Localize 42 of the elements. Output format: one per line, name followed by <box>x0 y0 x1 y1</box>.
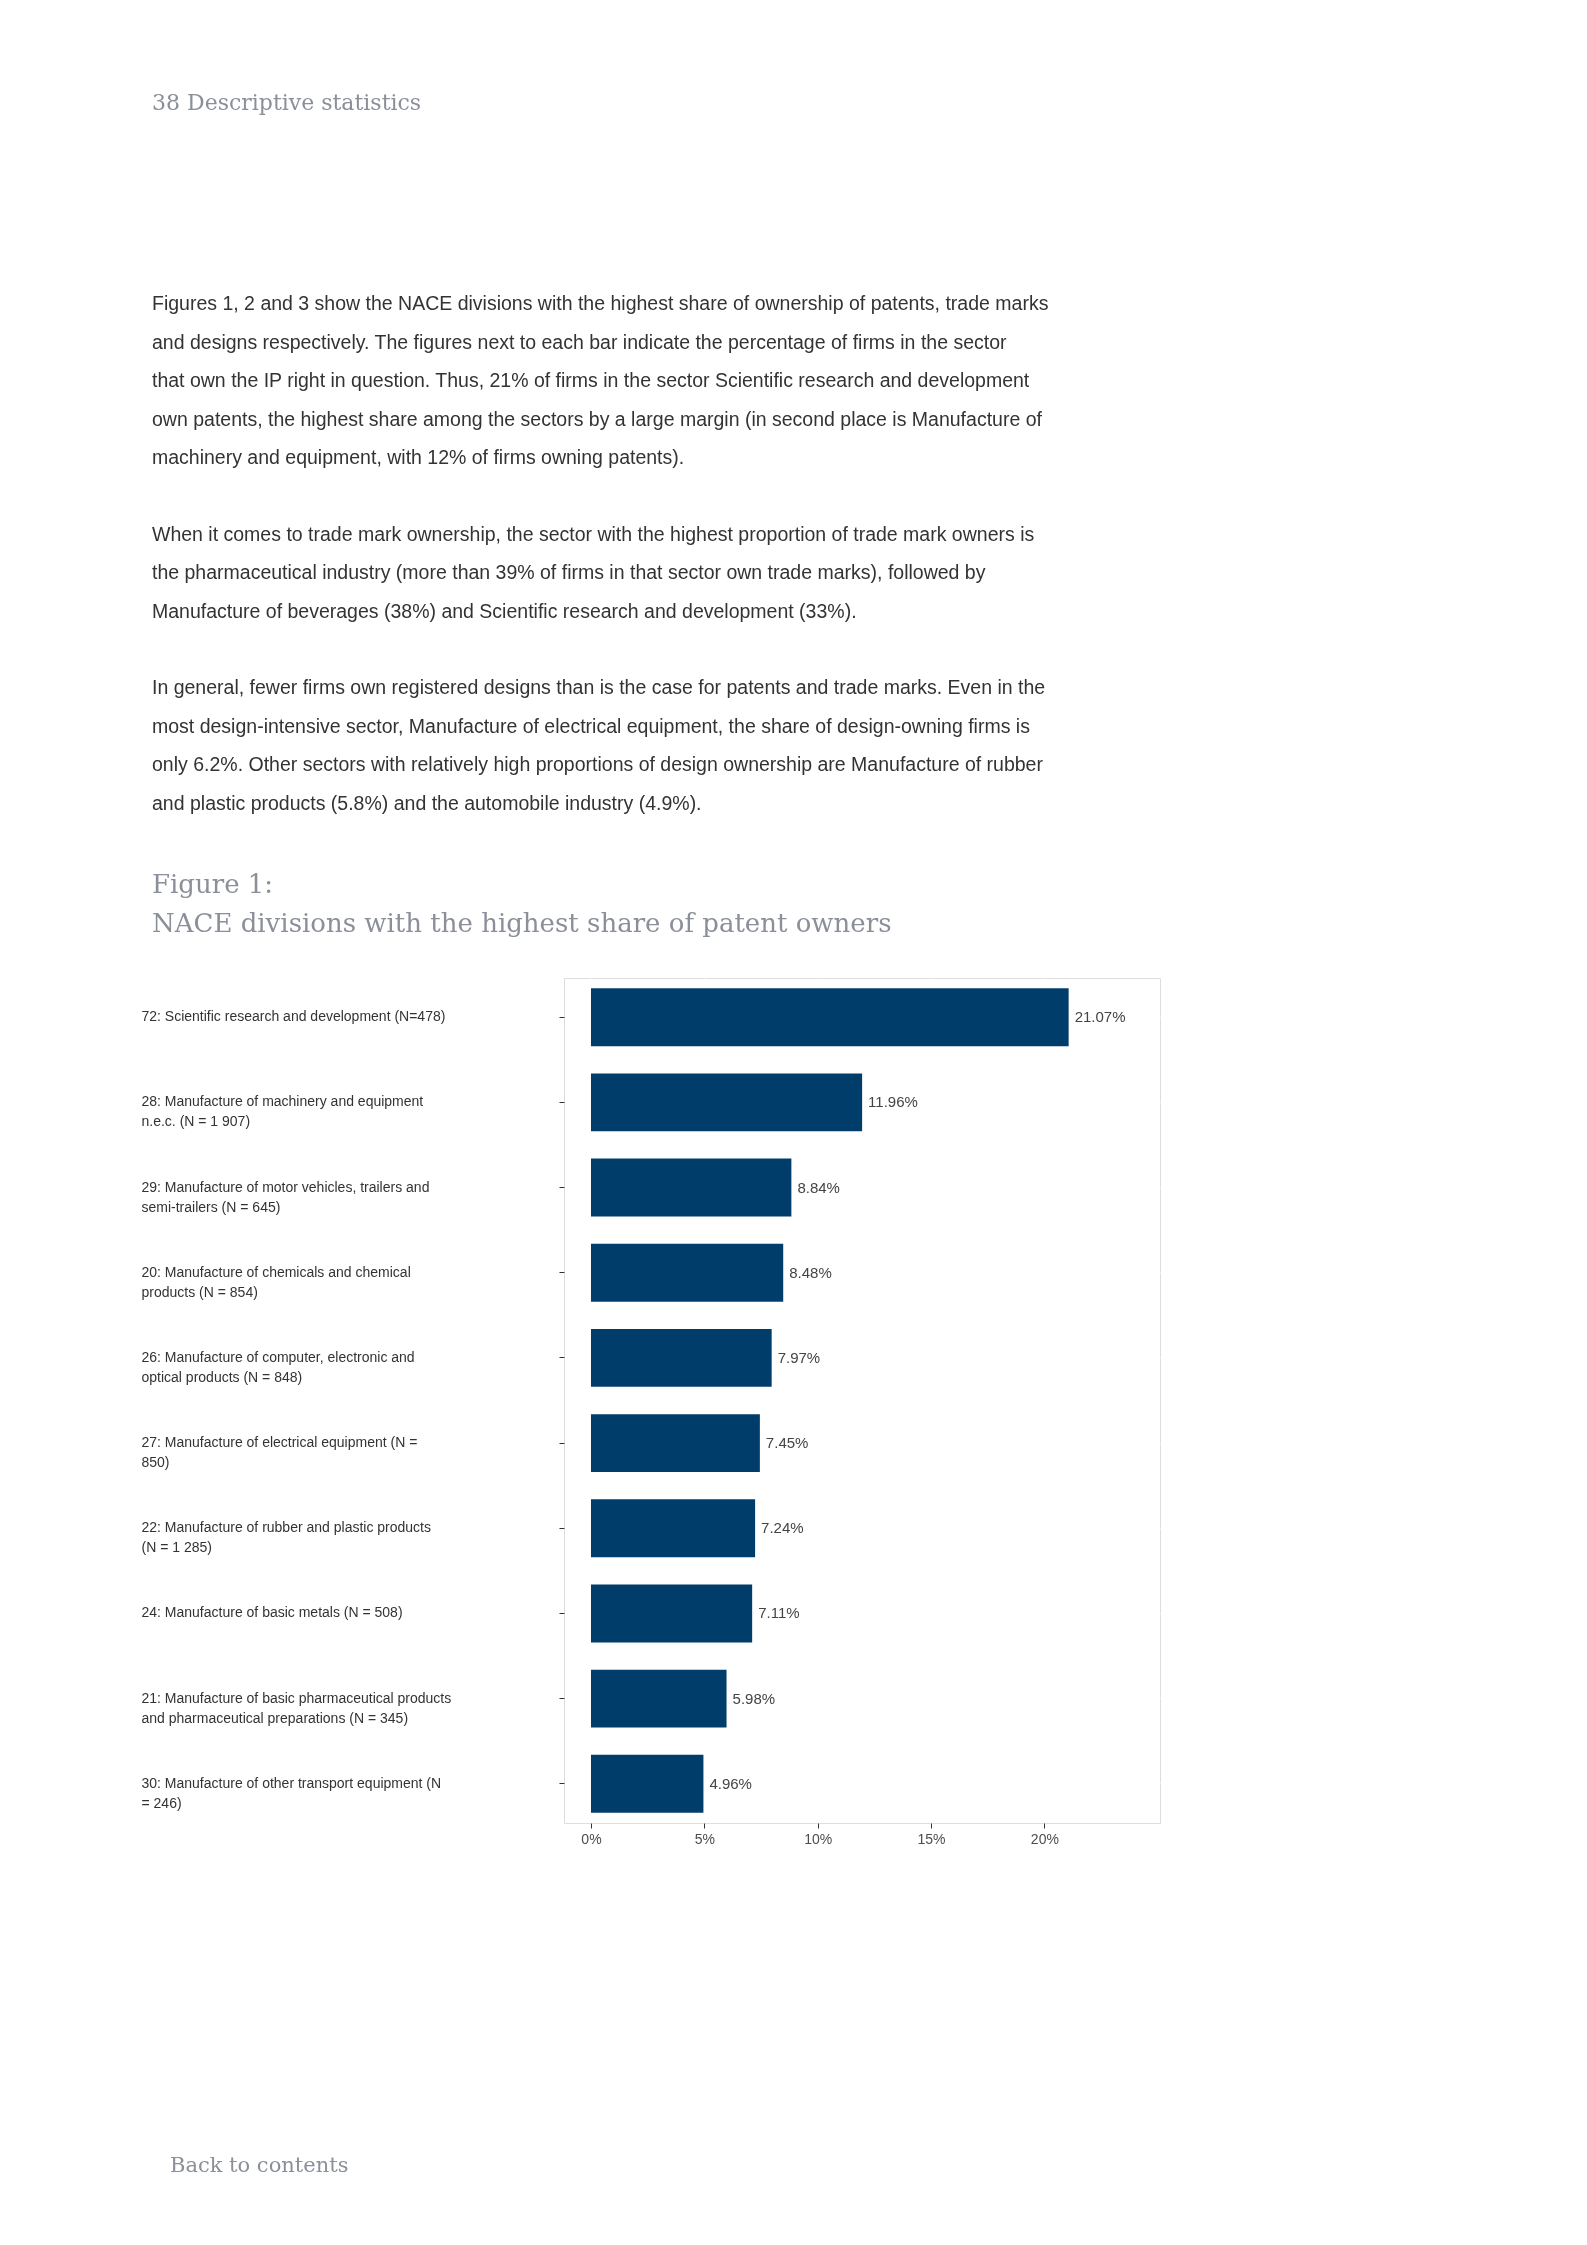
data-label: 7.97% <box>777 1348 821 1366</box>
text: Figure 1: <box>152 869 274 899</box>
bar <box>590 1243 784 1302</box>
x-tick-label: 10% <box>804 1830 833 1847</box>
bar <box>590 1499 756 1558</box>
y-tick-label: 26: Manufacture of computer, electronic and optical products (N = 848) <box>141 1348 415 1385</box>
data-label: 8.84% <box>797 1178 840 1196</box>
y-tick-label: 28: Manufacture of machinery and equipment n.e.c. (N = 1 907) <box>141 1093 424 1130</box>
x-tick-label: 15% <box>917 1830 946 1847</box>
text: In general, fewer firms own registered designs than is the case for patents and trade marks. Even in the most design-intensive sector, Manufacture of electrical equipment, the share of design-owning firms is only 6.2%. Other sectors with relatively high proportions of design ownership are Manufacture of rubber and plastic products (5.8%) and the automobile industry (4.9%). <box>152 676 1046 814</box>
y-tick-label: 27: Manufacture of electrical equipment (N = 850) <box>141 1434 418 1471</box>
y-tick-label: 30: Manufacture of other transport equipment (N = 246) <box>141 1774 442 1811</box>
bar <box>590 1754 704 1813</box>
y-tick-label: 22: Manufacture of rubber and plastic products (N = 1 285) <box>141 1519 432 1556</box>
bar <box>590 1158 792 1217</box>
bar <box>590 1073 863 1132</box>
chart-subtitle: NACE divisions with the highest share of patent owners <box>152 908 892 938</box>
text: 38 Descriptive statistics <box>152 90 422 115</box>
data-label: 21.07% <box>1074 1008 1126 1026</box>
data-label: 11.96% <box>868 1093 918 1111</box>
y-tick-label: 29: Manufacture of motor vehicles, trailers and semi-trailers (N = 645) <box>141 1178 430 1215</box>
bar <box>590 1584 753 1643</box>
y-tick-label: 21: Manufacture of basic pharmaceutical products and pharmaceutical preparations (N = 345) <box>141 1689 452 1726</box>
data-label: 7.11% <box>758 1604 800 1622</box>
y-tick-label: 72: Scientific research and development (N=478) <box>141 1008 446 1025</box>
data-label: 8.48% <box>789 1263 832 1281</box>
x-tick-label: 0% <box>581 1830 602 1847</box>
y-tick-label: 24: Manufacture of basic metals (N = 508) <box>141 1604 403 1621</box>
text: Figures 1, 2 and 3 show the NACE divisions with the highest share of ownership of patents, trade marks and designs respectively. The figures next to each bar indicate the percentage of firms in the sector that own the IP right in question. Thus, 21% of firms in the sector Scientific research and development own patents, the highest share among the sectors by a large margin (in second place is Manufacture of machinery and equipment, with 12% of firms owning patents). <box>152 292 1049 468</box>
x-tick-label: 5% <box>694 1830 715 1847</box>
data-label: 4.96% <box>709 1774 752 1792</box>
data-label: 5.98% <box>732 1689 776 1707</box>
text: Back to contents <box>170 2153 349 2177</box>
bar <box>590 1669 727 1728</box>
data-label: 7.45% <box>765 1434 809 1452</box>
bar <box>590 1414 760 1473</box>
x-tick-label: 20% <box>1030 1830 1059 1847</box>
y-tick-label: 20: Manufacture of chemicals and chemical products (N = 854) <box>141 1263 411 1300</box>
bar <box>590 1328 772 1387</box>
bar <box>590 988 1069 1047</box>
data-label: 7.24% <box>761 1519 804 1537</box>
text: When it comes to trade mark ownership, the sector with the highest proportion of trade mark owners is the pharmaceutical industry (more than 39% of firms in that sector own trade marks), followed by Manufacture of beverages (38%) and Scientific research and development (33%). <box>152 522 1035 622</box>
